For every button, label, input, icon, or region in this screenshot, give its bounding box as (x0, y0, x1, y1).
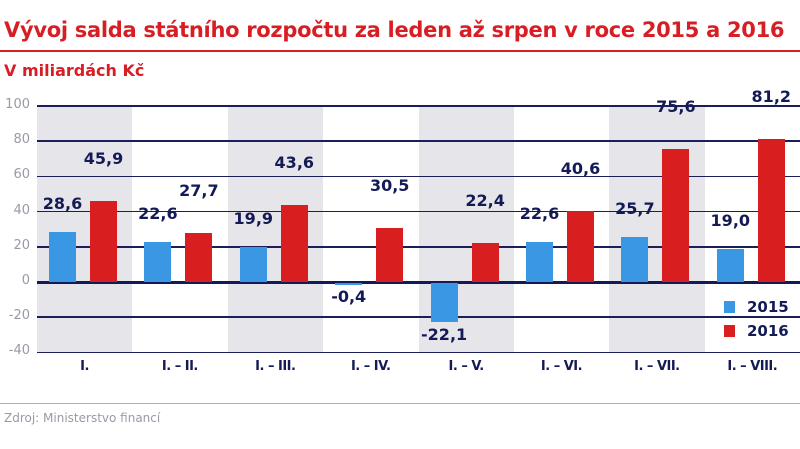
value-label: 81,2 (751, 87, 792, 107)
bar-2016 (662, 148, 690, 282)
zero-axis-line (37, 280, 800, 284)
source-note: Zdroj: Ministerstvo financí (4, 411, 161, 425)
chart-subtitle: V miliardách Kč (4, 61, 145, 80)
legend-label: 2015 (747, 298, 789, 316)
x-category-label: I. – VII. (634, 359, 680, 374)
legend-swatch-2015 (724, 301, 735, 313)
value-label: 22,6 (519, 204, 560, 224)
y-tick-label: 80 (13, 132, 30, 148)
bar-2016 (567, 210, 594, 282)
title-divider (0, 50, 800, 52)
column-band (227, 106, 324, 352)
bar-2016 (471, 242, 499, 282)
bar-2016 (185, 233, 213, 282)
bar-2015 (335, 283, 363, 285)
value-label: 28,6 (42, 193, 83, 213)
y-tick-label: -40 (8, 343, 30, 359)
value-label: 45,9 (83, 149, 124, 169)
column-band (609, 106, 705, 352)
gridline (37, 105, 800, 107)
y-tick-label: 100 (5, 97, 30, 112)
value-label: 43,6 (274, 153, 315, 173)
y-tick-label: 20 (13, 237, 30, 253)
bar-2016 (376, 228, 404, 282)
value-label: 30,5 (369, 176, 410, 196)
bar-2015 (144, 242, 172, 282)
value-label: 22,4 (465, 190, 505, 210)
y-tick-label: 40 (13, 202, 30, 218)
column-band (37, 106, 133, 352)
gridline (37, 175, 800, 178)
y-tick-label: -20 (8, 308, 30, 324)
bar-2015 (239, 246, 267, 282)
bar-2015 (716, 248, 744, 282)
value-label: 19,9 (233, 208, 274, 228)
bar-2015 (621, 236, 649, 282)
value-label: 27,7 (179, 181, 219, 201)
x-category-label: I. – VIII. (727, 359, 778, 374)
x-category-label: I. – V. (448, 359, 485, 374)
footer-divider (0, 403, 800, 404)
x-category-label: I. – IV. (350, 359, 391, 374)
value-label: 75,6 (656, 96, 696, 116)
bar-2015 (49, 231, 76, 282)
bar-2016 (90, 201, 117, 282)
legend-item-2015: 2015 (724, 298, 789, 316)
value-label: 25,7 (615, 198, 655, 218)
legend-label: 2016 (747, 322, 789, 340)
x-category-label: I. (80, 359, 89, 374)
bar-2016 (280, 205, 308, 282)
x-category-label: I. – III. (255, 359, 296, 374)
y-tick-label: 60 (13, 167, 30, 183)
legend-swatch-2016 (724, 325, 735, 337)
gridline (37, 316, 800, 318)
chart-title: Vývoj salda státního rozpočtu za leden a… (4, 18, 785, 42)
x-category-label: I. – VI. (540, 359, 583, 374)
legend-item-2016: 2016 (724, 322, 789, 340)
y-tick-label: 0 (21, 273, 30, 288)
bar-2015 (430, 283, 458, 322)
value-label: 19,0 (710, 210, 751, 230)
gridline (37, 246, 800, 248)
gridline (37, 210, 800, 213)
x-category-label: I. – II. (161, 359, 198, 374)
bar-2016 (757, 139, 785, 282)
value-label: -0,4 (331, 286, 367, 306)
value-label: 22,6 (138, 204, 178, 224)
bar-2015 (526, 242, 553, 282)
gridline (37, 351, 800, 354)
gridline (37, 140, 800, 142)
value-label: -22,1 (421, 324, 468, 344)
value-label: 40,6 (560, 158, 601, 178)
